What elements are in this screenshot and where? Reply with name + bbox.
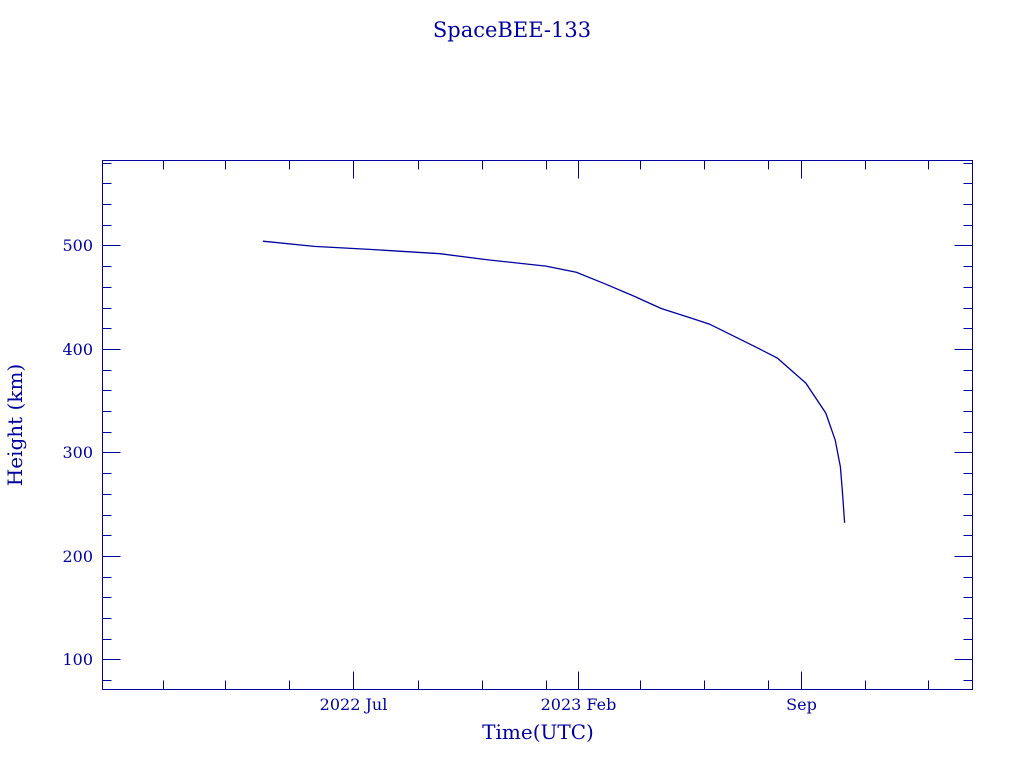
- chart-title: SpaceBEE-133: [433, 18, 591, 42]
- y-axis-label: Height (km): [3, 364, 27, 486]
- y-tick-label: 100: [62, 650, 93, 669]
- plot-frame: [102, 160, 973, 690]
- x-tick-label: Sep: [786, 695, 817, 714]
- x-axis-label: Time(UTC): [482, 720, 594, 744]
- y-tick-label: 500: [62, 236, 93, 255]
- x-tick-label: 2022 Jul: [320, 695, 388, 714]
- y-tick-label: 200: [62, 547, 93, 566]
- x-tick-label: 2023 Feb: [541, 695, 617, 714]
- y-tick-label: 400: [62, 340, 93, 359]
- y-tick-label: 300: [62, 443, 93, 462]
- series-line: [262, 240, 846, 523]
